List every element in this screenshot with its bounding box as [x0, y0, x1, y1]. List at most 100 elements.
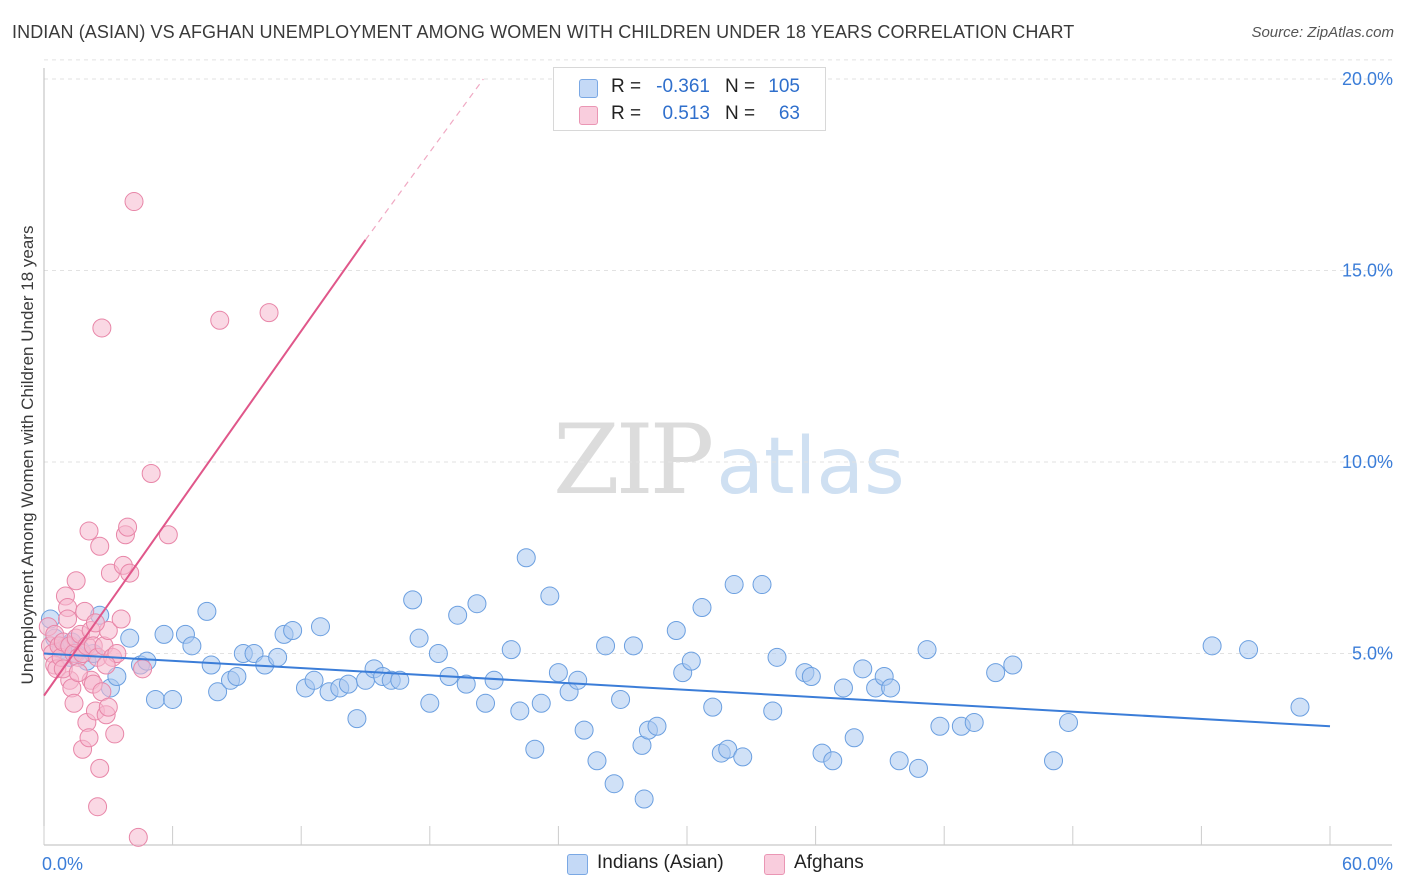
afghans-point [141, 463, 161, 483]
indians-point [390, 670, 410, 690]
afghans-point [128, 827, 148, 847]
indians-point [930, 716, 950, 736]
indians-point [574, 720, 594, 740]
afghans-point [92, 318, 112, 338]
legend-n-value-indians: 105 [768, 76, 800, 97]
series-name-indians: Indians (Asian) [597, 852, 724, 873]
indians-point [881, 678, 901, 698]
indians-point [986, 663, 1006, 683]
afghans-point [64, 693, 84, 713]
afghans-point [79, 728, 99, 748]
legend-n-label: N = [725, 103, 756, 124]
legend-row-afghans: R = 0.513 N = 63 [554, 102, 825, 128]
indians-point [310, 617, 330, 637]
legend-r-label: R = [611, 76, 642, 97]
afghans-point [105, 724, 125, 744]
indians-point [964, 712, 984, 732]
series-swatch-indians [567, 854, 588, 875]
indians-point [201, 655, 221, 675]
indians-trend-line [43, 652, 1331, 728]
indians-point [208, 682, 228, 702]
indians-point [853, 659, 873, 679]
indians-point [823, 751, 843, 771]
afghans-point [118, 517, 138, 537]
y-axis-label: Unemployment Among Women with Children U… [18, 225, 37, 685]
afghans-point [88, 797, 108, 817]
indians-point [1044, 751, 1064, 771]
indians-point [531, 693, 551, 713]
indians-point [568, 670, 588, 690]
legend-r-value-indians: -0.361 [656, 76, 710, 97]
afghans-point [259, 303, 279, 323]
afghans-point [158, 525, 178, 545]
afghans-trend-extension [365, 78, 484, 241]
indians-point [283, 621, 303, 641]
indians-point [752, 575, 772, 595]
legend-swatch-indians [579, 79, 598, 98]
legend-n-label: N = [725, 76, 756, 97]
indians-point [1290, 697, 1310, 717]
afghans-point [133, 659, 153, 679]
indians-point [692, 598, 712, 618]
legend-swatch-afghans [579, 106, 598, 125]
indians-point [908, 758, 928, 778]
series-swatch-afghans [764, 854, 785, 875]
indians-point [182, 636, 202, 656]
afghans-point [66, 571, 86, 591]
indians-point [587, 751, 607, 771]
indians-point [666, 621, 686, 641]
afghans-point [98, 697, 118, 717]
indians-point [516, 548, 536, 568]
indians-point [347, 709, 367, 729]
indians-point [467, 594, 487, 614]
x-tick-label: 60.0% [1342, 854, 1393, 874]
indians-point [634, 789, 654, 809]
indians-point [889, 751, 909, 771]
legend-r-value-afghans: 0.513 [662, 103, 710, 124]
indians-point [548, 663, 568, 683]
indians-point [456, 674, 476, 694]
y-tick-label: 5.0% [1352, 644, 1393, 664]
indians-point [448, 605, 468, 625]
indians-point [703, 697, 723, 717]
afghans-point [68, 663, 88, 683]
x-tick-label: 0.0% [42, 854, 83, 874]
legend-r-label: R = [611, 103, 642, 124]
indians-point [718, 739, 738, 759]
indians-point [476, 693, 496, 713]
indians-point [428, 644, 448, 663]
indians-point [767, 647, 787, 667]
afghans-point [58, 609, 78, 629]
indians-point [623, 636, 643, 656]
indians-point [403, 590, 423, 610]
indians-point [540, 586, 560, 606]
indians-point [525, 739, 545, 759]
indians-point [197, 601, 217, 621]
afghans-point [210, 310, 230, 330]
indians-point [1239, 640, 1259, 660]
indians-point [409, 628, 429, 648]
indians-point [1059, 712, 1079, 732]
chart-title: INDIAN (ASIAN) VS AFGHAN UNEMPLOYMENT AM… [12, 22, 1075, 42]
legend-row-indians: R = -0.361 N = 105 [554, 75, 825, 101]
indians-point [647, 716, 667, 736]
afghans-point [90, 536, 110, 556]
y-tick-label: 15.0% [1342, 261, 1393, 281]
indians-point [154, 624, 174, 644]
indians-point [763, 701, 783, 721]
source-label: Source: ZipAtlas.com [1251, 24, 1394, 41]
afghans-point [79, 521, 99, 541]
indians-point [801, 666, 821, 686]
indians-point [733, 747, 753, 767]
indians-point [917, 640, 937, 660]
indians-point [501, 640, 521, 660]
indians-point [510, 701, 530, 721]
indians-point [268, 647, 288, 667]
indians-point [833, 678, 853, 698]
indians-point [611, 689, 631, 709]
series-name-afghans: Afghans [794, 852, 864, 873]
afghans-point [96, 655, 116, 675]
indians-point [844, 728, 864, 748]
indians-point [681, 651, 701, 671]
